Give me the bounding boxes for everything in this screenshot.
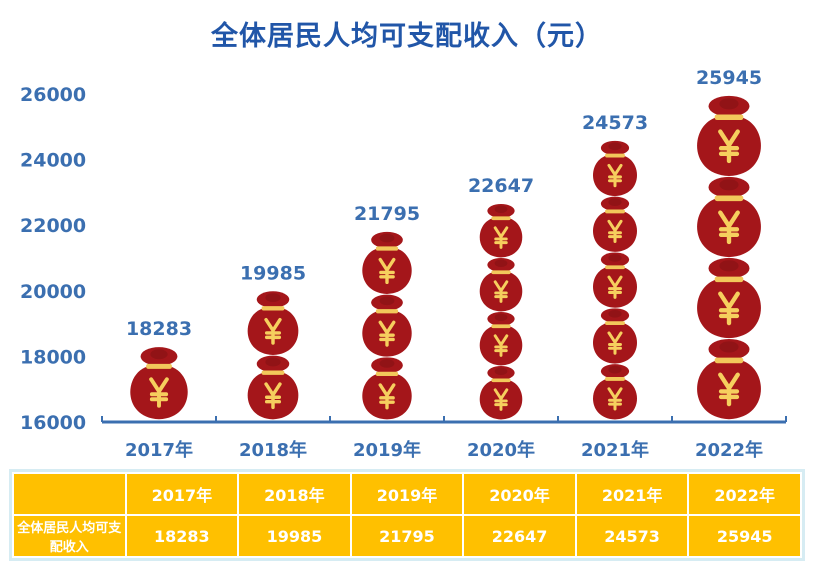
x-tick-label: 2020年	[467, 439, 535, 461]
yen-money-bag-icon	[362, 231, 412, 294]
yen-money-bag-icon	[479, 312, 523, 366]
yen-money-bag-icon	[247, 355, 299, 420]
y-tick-label: 20000	[20, 281, 86, 303]
data-label: 18283	[126, 318, 192, 340]
data-label: 22647	[468, 175, 534, 197]
x-tick-label: 2022年	[695, 439, 763, 461]
yen-money-bag-icon	[593, 308, 637, 364]
y-tick-label: 18000	[20, 346, 86, 368]
yen-money-bag-icon	[697, 257, 761, 339]
y-tick-label: 24000	[20, 150, 86, 172]
bar-2017年	[130, 347, 188, 420]
table-header-cell: 2022年	[687, 472, 802, 516]
yen-money-bag-icon	[593, 140, 637, 197]
yen-money-bag-icon	[247, 291, 299, 356]
yen-money-bag-icon	[697, 176, 761, 258]
bar-2018年	[247, 291, 299, 420]
table-cell: 25945	[687, 514, 802, 558]
yen-money-bag-icon	[593, 252, 637, 308]
table-cell: 24573	[574, 514, 690, 558]
data-label: 19985	[240, 262, 306, 284]
bar-2020年	[479, 203, 523, 420]
table-header-row: 2017年 2018年 2019年 2020年 2021年 2022年	[12, 472, 802, 516]
bar-2019年	[362, 231, 412, 420]
table-row: 全体居民人均可支配收入 18283 19985 21795 22647 2457…	[12, 514, 802, 558]
y-tick-label: 26000	[20, 84, 86, 106]
yen-money-bag-icon	[697, 95, 761, 177]
x-tick-label: 2017年	[125, 439, 193, 461]
table-header-cell: 2020年	[462, 472, 577, 516]
bar-chart: 16000 18000 20000 22000 24000 26000 18283 2017年…	[20, 67, 787, 461]
x-tick-label: 2021年	[581, 439, 649, 461]
yen-money-bag-icon	[479, 366, 523, 420]
yen-money-bag-icon	[697, 338, 761, 420]
data-label: 24573	[582, 112, 648, 134]
data-table: 2017年 2018年 2019年 2020年 2021年 2022年 全体居民…	[12, 472, 802, 558]
y-tick-label: 22000	[20, 215, 86, 237]
x-tick-label: 2018年	[239, 439, 307, 461]
table-header-cell: 2019年	[349, 472, 465, 516]
y-tick-label: 16000	[20, 412, 86, 434]
table-header-cell: 2017年	[124, 472, 240, 516]
data-label: 25945	[696, 67, 762, 89]
table-cell: 21795	[349, 514, 465, 558]
x-tick-label: 2019年	[353, 439, 421, 461]
yen-money-bag-icon	[362, 294, 412, 357]
yen-money-bag-icon	[593, 196, 637, 252]
table-header-cell: 2021年	[574, 472, 690, 516]
yen-money-bag-icon	[479, 257, 523, 312]
table-cell: 22647	[462, 514, 577, 558]
chart-title: 全体居民人均可支配收入（元）	[211, 21, 603, 52]
table-cell: 18283	[124, 514, 240, 558]
table-row-label: 全体居民人均可支配收入	[12, 514, 127, 558]
bar-2021年	[593, 140, 637, 420]
yen-money-bag-icon	[593, 364, 637, 420]
yen-money-bag-icon	[479, 203, 523, 258]
yen-money-bag-icon	[130, 347, 188, 420]
table-cell: 19985	[237, 514, 352, 558]
table-header-cell: 2018年	[237, 472, 352, 516]
table-header-cell-empty	[12, 472, 127, 516]
data-label: 21795	[354, 203, 420, 225]
bar-2022年	[697, 95, 761, 420]
yen-money-bag-icon	[362, 357, 412, 420]
